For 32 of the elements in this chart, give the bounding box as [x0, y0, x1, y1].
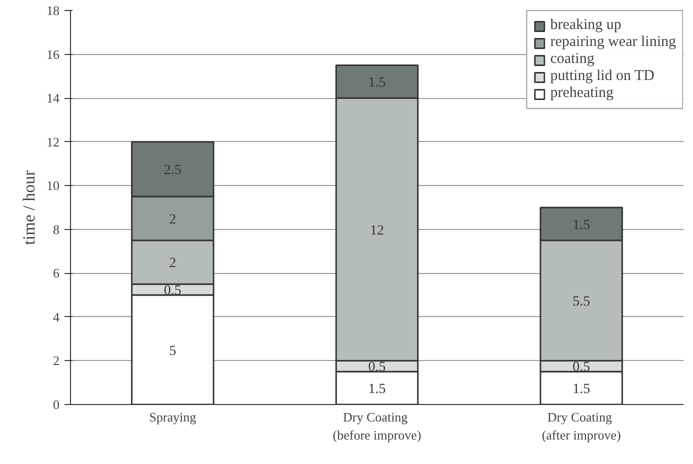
data-label: 0.5: [572, 360, 590, 376]
y-tick-label: 18: [46, 3, 60, 18]
y-tick-label: 0: [53, 397, 60, 412]
data-label: 2: [169, 256, 176, 272]
legend-label: preheating: [550, 85, 614, 102]
data-label: 2: [169, 212, 176, 228]
data-label: 0.5: [164, 284, 182, 299]
y-tick-label: 12: [46, 134, 60, 150]
x-tick-label: Dry Coating (before improve): [332, 410, 422, 442]
data-label: 0.5: [368, 360, 386, 376]
legend-label: breaking up: [550, 17, 622, 34]
data-label: 1.5: [572, 382, 590, 398]
y-tick-label: 2: [53, 353, 60, 368]
data-label: 5: [169, 344, 176, 359]
y-tick-label: 16: [46, 46, 60, 62]
legend-label: repairing wear lining: [550, 34, 676, 51]
y-tick-label: 4: [53, 309, 60, 324]
data-label: 5.5: [572, 294, 590, 310]
data-label: 12: [370, 223, 384, 238]
legend-label: coating: [550, 51, 594, 68]
legend-label: putting lid on TD: [550, 68, 655, 85]
data-label: 1.5: [368, 382, 386, 398]
x-tick-label: Dry Coating (after improve): [542, 410, 621, 442]
data-label: 2.5: [164, 163, 182, 178]
y-tick-label: 14: [46, 90, 60, 106]
data-label: 1.5: [572, 218, 590, 233]
y-axis-title: time / hour: [20, 170, 38, 245]
y-tick-label: 8: [53, 222, 60, 237]
x-tick-label: Spraying: [149, 410, 197, 424]
y-tick-label: 6: [53, 266, 60, 281]
y-tick-label: 10: [46, 178, 60, 194]
data-label: 1.5: [368, 76, 386, 91]
